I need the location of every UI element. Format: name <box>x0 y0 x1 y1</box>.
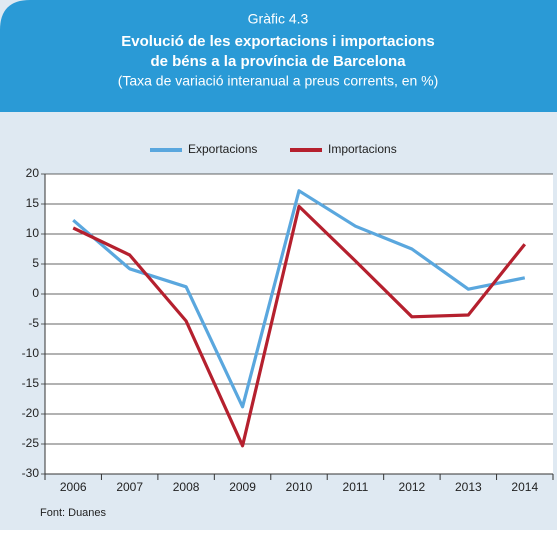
x-tick-label: 2008 <box>173 480 200 494</box>
y-tick-label: 5 <box>32 256 39 270</box>
title-line: Evolució de les exportacions i importaci… <box>121 33 434 50</box>
source: Font: Duanes <box>40 507 107 519</box>
y-tick-label: -30 <box>22 466 40 480</box>
legend-label: Exportacions <box>188 142 257 156</box>
title-line: de béns a la província de Barcelona <box>150 53 406 70</box>
x-tick-label: 2006 <box>60 480 87 494</box>
x-tick-label: 2009 <box>229 480 256 494</box>
y-tick-label: -15 <box>22 376 40 390</box>
y-tick-label: 10 <box>26 226 40 240</box>
legend-label: Importacions <box>328 142 397 156</box>
subtitle: (Taxa de variació interanual a preus cor… <box>118 73 439 89</box>
x-tick-label: 2012 <box>399 480 426 494</box>
x-tick-label: 2007 <box>116 480 143 494</box>
y-tick-label: 0 <box>32 286 39 300</box>
x-tick-label: 2011 <box>343 480 369 494</box>
header <box>0 0 557 112</box>
y-tick-label: -25 <box>22 436 40 450</box>
y-tick-label: 20 <box>26 166 40 180</box>
y-tick-label: -10 <box>22 346 40 360</box>
x-tick-label: 2014 <box>511 480 538 494</box>
y-tick-label: -5 <box>28 316 39 330</box>
y-tick-label: -20 <box>22 406 40 420</box>
supertitle: Gràfic 4.3 <box>248 11 309 27</box>
line-series <box>72 204 527 448</box>
x-tick-label: 2010 <box>286 480 313 494</box>
x-tick-label: 2013 <box>455 480 482 494</box>
y-tick-label: 15 <box>26 196 40 210</box>
